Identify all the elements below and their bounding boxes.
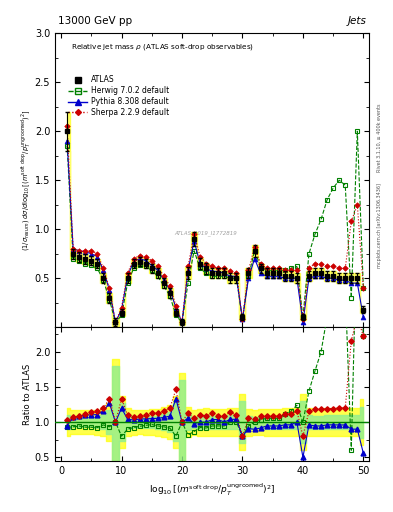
Text: Jets: Jets (347, 16, 366, 26)
X-axis label: $\log_{10}[(m^{\rm soft\ drop}/p_T^{\rm ungroomed})^2]$: $\log_{10}[(m^{\rm soft\ drop}/p_T^{\rm … (149, 481, 275, 498)
Legend: ATLAS, Herwig 7.0.2 default, Pythia 8.308 default, Sherpa 2.2.9 default: ATLAS, Herwig 7.0.2 default, Pythia 8.30… (65, 72, 173, 120)
Y-axis label: Ratio to ATLAS: Ratio to ATLAS (23, 364, 32, 424)
Text: Rivet 3.1.10, ≥ 400k events: Rivet 3.1.10, ≥ 400k events (377, 104, 382, 173)
Text: mcplots.cern.ch [arXiv:1306.3436]: mcplots.cern.ch [arXiv:1306.3436] (377, 183, 382, 268)
Text: ATLAS_2019_I1772819: ATLAS_2019_I1772819 (174, 230, 237, 236)
Y-axis label: $(1/\sigma_{resum})$ $d\sigma/d\log_{10}[(m^{\rm soft\ drop}/p_T^{\rm ungroomed}: $(1/\sigma_{resum})$ $d\sigma/d\log_{10}… (20, 110, 33, 251)
Text: Relative jet mass $\rho$ (ATLAS soft-drop observables): Relative jet mass $\rho$ (ATLAS soft-dro… (71, 42, 254, 52)
Text: 13000 GeV pp: 13000 GeV pp (58, 16, 132, 26)
